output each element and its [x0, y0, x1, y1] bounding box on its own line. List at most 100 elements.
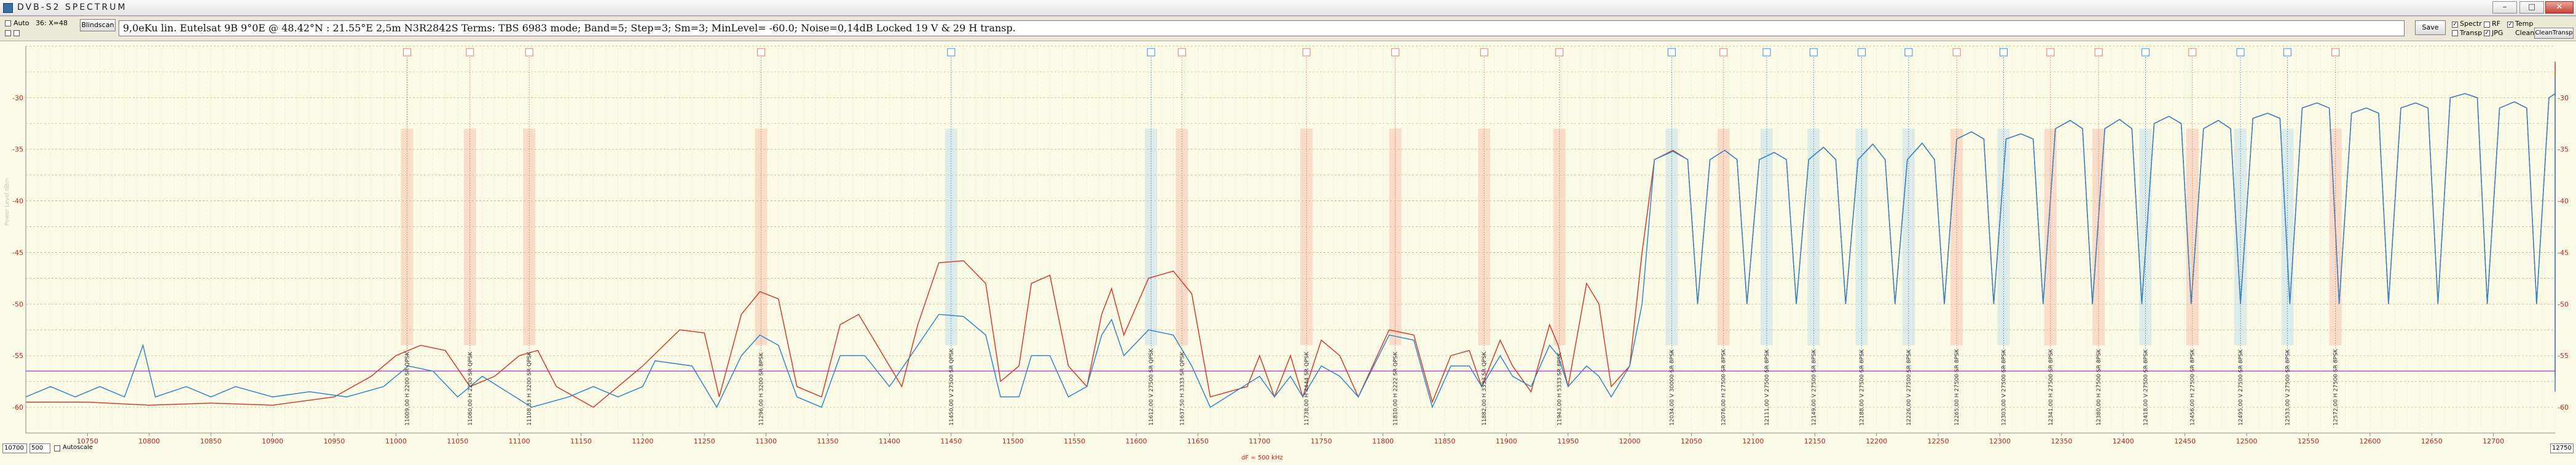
title-bar: DVB-S2 SPECTRUM – □ ✕	[0, 0, 2576, 16]
rf-checkbox[interactable]	[2484, 22, 2490, 28]
x-tick-label: 11800	[1372, 437, 1394, 445]
jpg-checkbox[interactable]: ✓	[2484, 30, 2490, 36]
transponder-marker-box	[466, 48, 474, 57]
y-tick-label: -40	[12, 197, 23, 205]
transponder-label: 11060,00 H 2200 SR QPSK	[468, 351, 474, 426]
x-tick-label: 12100	[1742, 437, 1764, 445]
transponder-label: 11296,00 H 3200 SR 8PSK	[759, 352, 765, 426]
jpg-label: JPG	[2492, 29, 2503, 37]
transponder-label: 11810,00 H 2222 SR QPSK	[1393, 351, 1399, 426]
x-tick-label: 11050	[447, 437, 468, 445]
x-tick-label: 11150	[570, 437, 592, 445]
x-tick-label: 10950	[323, 437, 345, 445]
transponder-marker-box	[757, 48, 766, 57]
x-tick-label: 12000	[1619, 437, 1641, 445]
y-tick-label-right: -35	[2558, 146, 2569, 154]
spectrum-chart: 11009,00 H 2200 SR QPSK 11060,00 H 2200 S…	[0, 41, 2576, 465]
x-tick-label: 11000	[385, 437, 407, 445]
x-tick-label: 11400	[879, 437, 900, 445]
transponder-label: 11108,33 H 3200 SR QPSK	[527, 351, 533, 426]
grid	[25, 46, 2556, 433]
clean-label: Clean	[2515, 29, 2535, 37]
transponder-label: 11450,00 V 27500 SR QPSK	[949, 348, 955, 426]
transponder-label: 12303,00 V 27500 SR 8PSK	[2001, 349, 2008, 426]
x-tick-label: 11950	[1557, 437, 1579, 445]
step-select[interactable]: 500	[29, 443, 50, 453]
x-tick-label: 11100	[509, 437, 530, 445]
tertiary-checkbox[interactable]	[14, 30, 20, 36]
x-tick-label: 11450	[940, 437, 962, 445]
transponder-marker-box	[1762, 48, 1771, 57]
end-freq-input[interactable]: 12750	[2550, 443, 2574, 453]
maximize-button[interactable]: □	[2519, 1, 2544, 14]
transponder-label: 12533,00 V 27500 SR 8PSK	[2285, 349, 2291, 426]
transponder-marker-box	[1952, 48, 1961, 57]
x-tick-label: 12450	[2174, 437, 2196, 445]
window-title: DVB-S2 SPECTRUM	[17, 2, 127, 12]
save-button[interactable]: Save	[2415, 20, 2446, 35]
spectr-checkbox[interactable]: ✓	[2452, 22, 2458, 28]
auto-label: Auto	[14, 19, 29, 27]
x-tick-label: 10900	[262, 437, 283, 445]
secondary-checkbox[interactable]	[5, 30, 11, 36]
series-lines	[25, 62, 2556, 409]
auto-checkbox[interactable]	[5, 20, 11, 26]
axes: 10750 10800 10850 10900 10950 11000 11050 11100…	[4, 46, 2569, 445]
x-tick-label: 12150	[1804, 437, 1826, 445]
app-icon	[3, 3, 13, 13]
x-tick-label: 11250	[694, 437, 715, 445]
x-tick-label: 11300	[755, 437, 777, 445]
transp-checkbox[interactable]	[2452, 30, 2458, 36]
x-tick-label: 11650	[1187, 437, 1209, 445]
spectrum-plot[interactable]: 11009,00 H 2200 SR QPSK 11060,00 H 2200 S…	[0, 41, 2576, 465]
blindscan-button[interactable]: Blindscan	[80, 19, 116, 31]
transponder-label: 12341,00 H 27500 SR 8PSK	[2048, 348, 2054, 426]
transponder-label: 12456,00 H 27500 SR 8PSK	[2190, 348, 2196, 426]
transponder-marker-box	[947, 48, 956, 57]
x-tick-label: 11900	[1496, 437, 1517, 445]
y-tick-label: -50	[12, 300, 23, 308]
toolbar: Auto 36: X=48 Blindscan 9,0eKu lin. Eute…	[0, 17, 2576, 41]
transponder-label: 12188,00 V 27500 SR 8PSK	[1859, 349, 1866, 426]
x-tick-label: 12650	[2421, 437, 2443, 445]
y-tick-label: -35	[12, 146, 23, 154]
x-tick-label: 11600	[1126, 437, 1147, 445]
transponder-label: 11612,00 V 27500 SR QPSK	[1149, 348, 1155, 426]
transponder-marker-box	[1667, 48, 1676, 57]
transponder-label: 11738,00 H 4444 SR QPSK	[1304, 351, 1310, 426]
transponder-marker-box	[1904, 48, 1913, 57]
info-field[interactable]: 9,0eKu lin. Eutelsat 9B 9°0E @ 48.42°N :…	[119, 20, 2405, 36]
transponder-marker-box	[2046, 48, 2055, 57]
x-tick-label: 12500	[2236, 437, 2258, 445]
x-tick-label: 12350	[2051, 437, 2072, 445]
autoscale-checkbox[interactable]	[54, 445, 60, 451]
temp-checkbox[interactable]: ✓	[2507, 22, 2513, 28]
transponder-marker-box	[1858, 48, 1866, 57]
y-tick-label-right: -40	[2558, 197, 2569, 205]
transp-label: Transp	[2460, 29, 2483, 37]
transponder-label: 12495,00 V 27500 SR 8PSK	[2238, 349, 2244, 426]
y-axis-hidden-label: Power Level dBm	[4, 178, 10, 226]
transponder-markers: 11009,00 H 2200 SR QPSK 11060,00 H 2200 S…	[402, 48, 2340, 426]
x-tick-label: 10800	[138, 437, 160, 445]
y-tick-label: -55	[12, 352, 23, 360]
x-tick-label: 12600	[2359, 437, 2381, 445]
plot-background	[0, 41, 2576, 465]
transponder-marker-box	[1391, 48, 1400, 57]
minimize-button[interactable]: –	[2492, 1, 2517, 14]
transponder-marker-box	[525, 48, 533, 57]
x-tick-label: 12300	[1989, 437, 2011, 445]
transponder-label: 11882,00 H 3333 SR QPSK	[1482, 351, 1488, 426]
x-tick-label: 10850	[200, 437, 222, 445]
transponder-label: 11637,50 H 3333 SR QPSK	[1179, 351, 1185, 426]
close-button[interactable]: ✕	[2545, 1, 2574, 14]
start-freq-input[interactable]: 10700	[2, 443, 27, 453]
clean-transp-button[interactable]: CleanTransp	[2534, 28, 2574, 39]
temp-label: Temp	[2515, 20, 2534, 28]
transponder-label: 12380,00 H 27500 SR 8PSK	[2096, 348, 2102, 426]
transponder-marker-box	[2188, 48, 2197, 57]
x-tick-label: 12400	[2113, 437, 2134, 445]
y-tick-label-right: -30	[2558, 94, 2569, 102]
transponder-label: 12076,00 H 27500 SR 8PSK	[1721, 348, 1727, 426]
transponder-label: 12149,00 V 27500 SR 8PSK	[1811, 349, 1817, 426]
